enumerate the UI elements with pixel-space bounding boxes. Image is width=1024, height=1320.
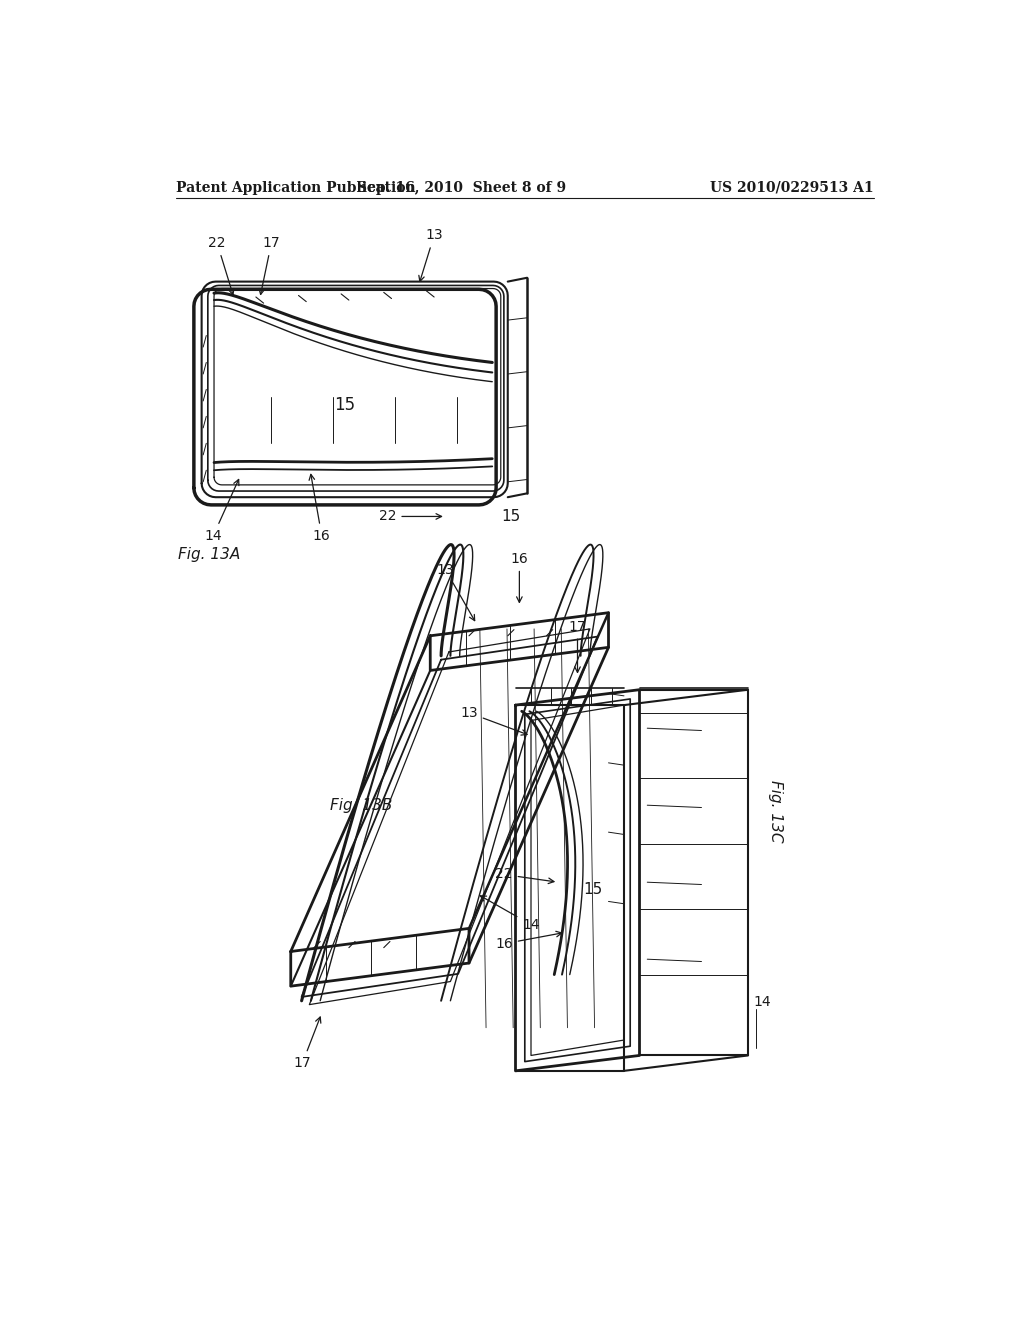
Text: 16: 16 xyxy=(309,474,331,543)
Text: 22: 22 xyxy=(496,867,554,883)
Text: 15: 15 xyxy=(584,882,603,898)
Text: 14: 14 xyxy=(480,896,540,932)
Text: 15: 15 xyxy=(335,396,355,413)
Text: Fig. 13B: Fig. 13B xyxy=(330,797,392,813)
Text: 16: 16 xyxy=(511,552,528,602)
Text: 16: 16 xyxy=(495,932,562,950)
Text: 14: 14 xyxy=(753,994,771,1008)
Text: Sep. 16, 2010  Sheet 8 of 9: Sep. 16, 2010 Sheet 8 of 9 xyxy=(356,181,566,194)
Text: 13: 13 xyxy=(437,564,475,620)
Text: 13: 13 xyxy=(419,228,443,281)
Text: US 2010/0229513 A1: US 2010/0229513 A1 xyxy=(710,181,873,194)
Text: 14: 14 xyxy=(205,479,239,543)
Text: 22: 22 xyxy=(379,510,441,524)
Text: 15: 15 xyxy=(501,510,520,524)
Text: 17: 17 xyxy=(259,236,281,294)
Text: Fig. 13A: Fig. 13A xyxy=(178,548,241,562)
Text: 13: 13 xyxy=(460,706,527,735)
Text: 22: 22 xyxy=(208,236,233,294)
Text: 17: 17 xyxy=(294,1016,321,1071)
Text: Patent Application Publication: Patent Application Publication xyxy=(176,181,416,194)
Text: 17: 17 xyxy=(568,619,587,672)
Text: Fig. 13C: Fig. 13C xyxy=(768,780,782,842)
